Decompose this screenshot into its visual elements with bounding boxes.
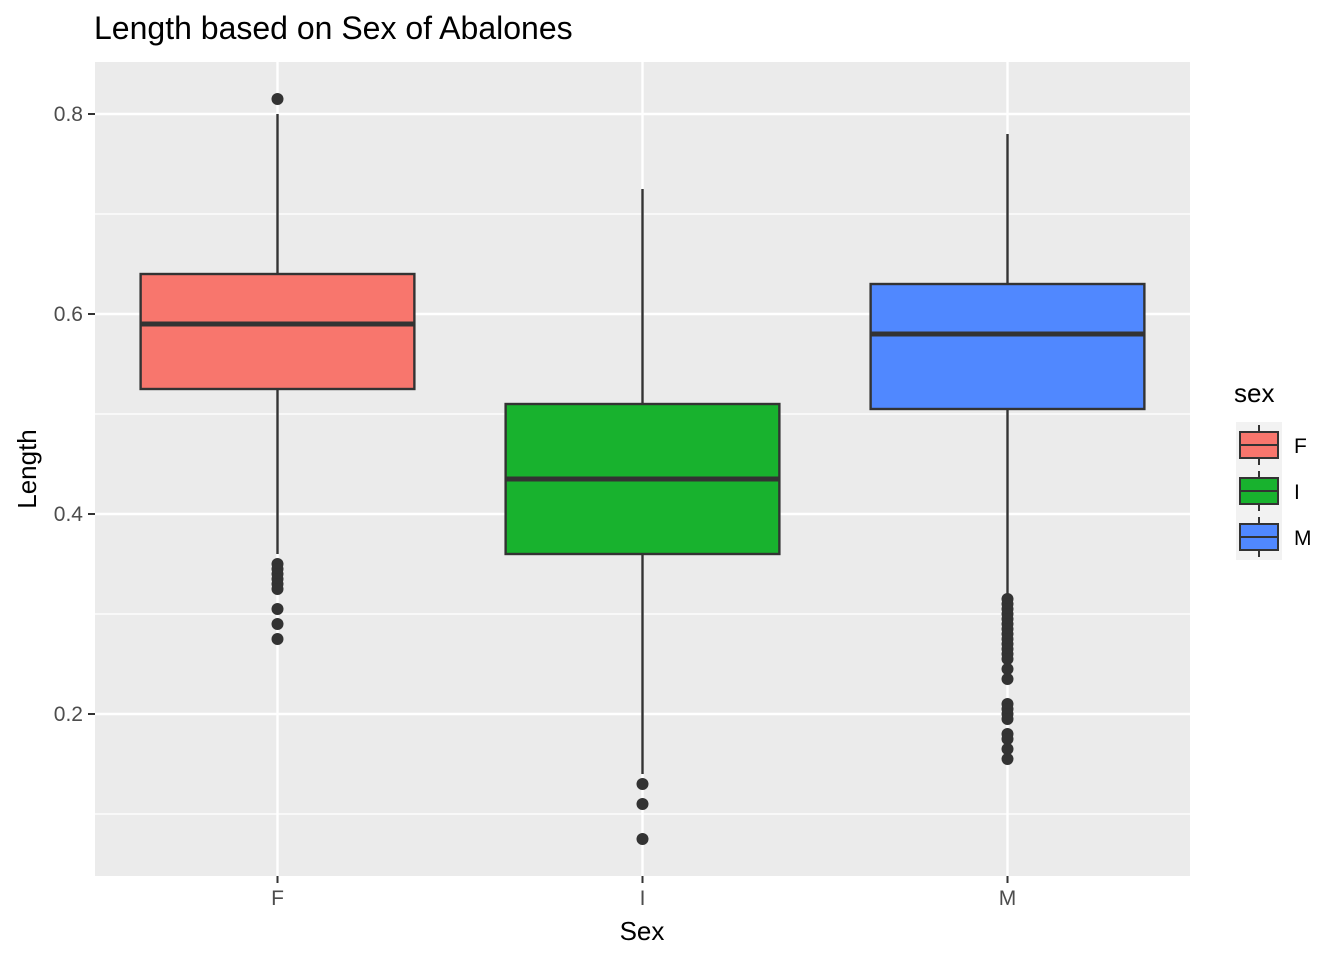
x-axis-title: Sex [620, 916, 665, 946]
outlier-point [636, 833, 649, 845]
legend-label: F [1294, 435, 1307, 458]
outlier-point [1001, 713, 1014, 725]
legend-item-F: F [1236, 422, 1307, 468]
outlier-point [1001, 653, 1014, 665]
box-I [504, 189, 781, 845]
box-M [869, 134, 1146, 765]
x-tick-label: M [999, 887, 1017, 910]
outlier-point [1001, 743, 1014, 755]
outlier-point [1001, 673, 1014, 685]
legend-label: I [1294, 481, 1300, 504]
x-tick-label: I [640, 887, 646, 910]
y-tick-label: 0.2 [54, 703, 83, 726]
outlier-point [636, 798, 649, 810]
legend-item-I: I [1236, 468, 1300, 514]
outlier-point [1001, 753, 1014, 765]
box-body [869, 282, 1146, 411]
y-tick-label: 0.8 [54, 103, 83, 126]
outlier-point [271, 93, 284, 105]
outlier-point [271, 603, 284, 615]
y-tick-label: 0.6 [54, 303, 83, 326]
plot-panel [95, 62, 1190, 876]
legend: sex FIM [1234, 378, 1312, 560]
outlier-point [271, 583, 284, 595]
box-body [139, 272, 416, 391]
y-tick-label: 0.4 [54, 503, 84, 526]
legend-item-M: M [1236, 514, 1312, 560]
y-axis-title: Length [12, 429, 42, 509]
x-tick-label: F [271, 887, 284, 910]
outlier-point [271, 633, 284, 645]
legend-title: sex [1234, 378, 1274, 408]
outlier-point [1001, 733, 1014, 745]
box-F [139, 93, 416, 645]
outlier-point [636, 778, 649, 790]
outlier-point [271, 618, 284, 630]
y-axis-ticks: 0.2 0.4 0.6 0.8 [54, 103, 95, 726]
outlier-point [1001, 663, 1014, 675]
chart-title: Length based on Sex of Abalones [94, 10, 573, 46]
legend-label: M [1294, 527, 1312, 550]
